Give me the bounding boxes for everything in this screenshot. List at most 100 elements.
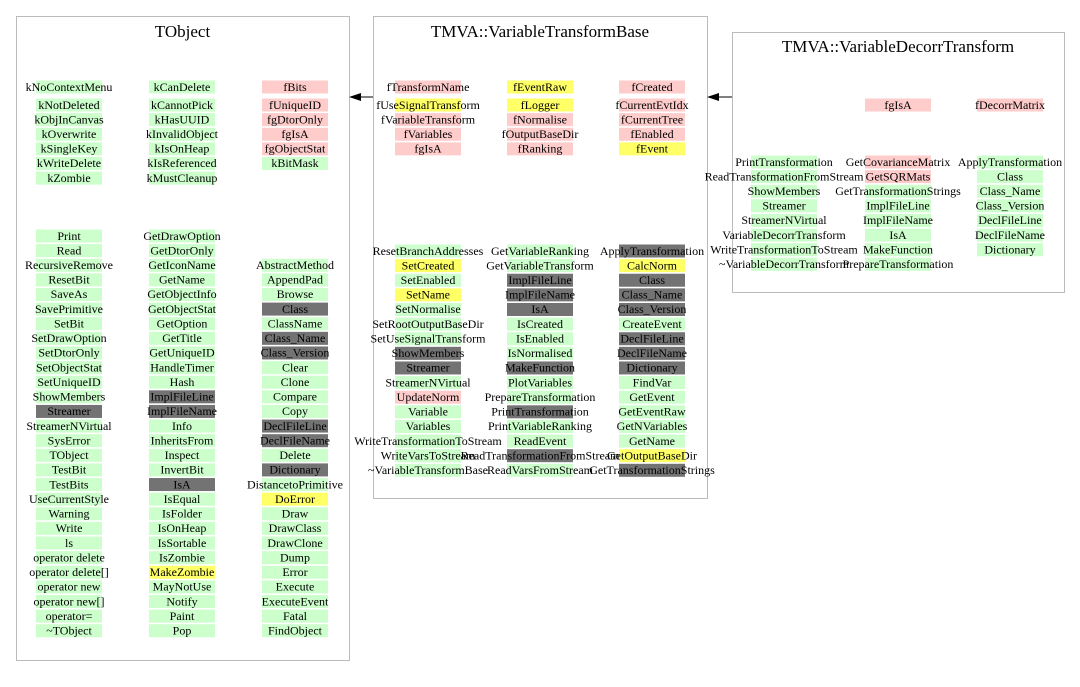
item-label: kMustCleanup (147, 171, 218, 185)
item-label: GetVariableTransform (486, 258, 594, 272)
class-node: TObject kNoContextMenu kNotDeletedkObjInCa… (16, 16, 350, 661)
item-label: Variable (408, 405, 448, 419)
item-label: GetNVariables (617, 419, 688, 433)
item-label: Paint (170, 609, 195, 623)
item-label: SavePrimitive (35, 302, 103, 316)
item-label: Dictionary (269, 463, 320, 477)
item-label: ResetBit (48, 273, 90, 287)
item-label: kObjInCanvas (34, 112, 104, 126)
item-label: Class_Version (976, 199, 1045, 213)
item-label: fRanking (518, 142, 563, 156)
highlight (36, 113, 102, 127)
class-node: TMVA::VariableTransformBasefTransformNam… (354, 16, 715, 499)
item-label: Class_Name (622, 288, 683, 302)
highlight (36, 521, 102, 535)
item-label: ImplFileName (147, 404, 217, 418)
highlight (395, 98, 461, 112)
item-label: GetDrawOption (143, 229, 220, 243)
highlight (36, 80, 102, 94)
item-label: DeclFileName (617, 346, 687, 360)
highlight (36, 317, 102, 331)
highlight (395, 419, 461, 433)
item-label: Compare (273, 390, 317, 404)
item-label: DeclFileLine (263, 419, 326, 433)
highlight (262, 624, 328, 638)
item-label: TObject (49, 448, 89, 462)
highlight (507, 288, 573, 302)
highlight (619, 332, 685, 346)
highlight (262, 434, 328, 448)
item-label: Class (282, 302, 308, 316)
item-label: kInvalidObject (146, 127, 219, 141)
item-label: fTransformName (387, 80, 470, 94)
item-label: GetSQRMats (866, 169, 931, 183)
highlight (619, 244, 685, 258)
highlight (865, 184, 931, 198)
item-label: TestBits (49, 477, 88, 491)
highlight (149, 229, 215, 243)
highlight (36, 507, 102, 521)
highlight (262, 113, 328, 127)
item-label: Streamer (762, 199, 805, 213)
highlight (395, 302, 461, 316)
highlight (507, 449, 573, 463)
item-label: fUseSignalTransform (376, 98, 480, 112)
highlight (395, 463, 461, 477)
highlight (36, 434, 102, 448)
item-label: Streamer (47, 404, 90, 418)
highlight (36, 302, 102, 316)
item-label: WriteVarsToStream (381, 448, 476, 462)
highlight (507, 98, 573, 112)
item-label: GetUniqueID (149, 346, 215, 360)
highlight (149, 507, 215, 521)
item-label: IsCreated (517, 317, 563, 331)
item-label: GetCovarianceMatrix (846, 155, 951, 169)
item-label: Copy (282, 404, 308, 418)
item-label: Write (56, 521, 83, 535)
highlight (751, 184, 817, 198)
item-label: PrintVariableRanking (488, 419, 592, 433)
highlight (395, 80, 461, 94)
item-label: fBits (283, 80, 307, 94)
item-label: fOutputBaseDir (502, 127, 579, 141)
highlight (262, 507, 328, 521)
item-label: kWriteDelete (37, 156, 101, 170)
highlight (36, 624, 102, 638)
highlight (149, 98, 215, 112)
highlight (865, 243, 931, 257)
item-label: ImplFileName (863, 213, 933, 227)
item-label: ReadTransformationFromStream (705, 169, 865, 183)
item-label: kOverwrite (42, 127, 97, 141)
highlight (507, 346, 573, 360)
item-label: ExecuteEvent (262, 594, 329, 608)
highlight (149, 448, 215, 462)
highlight (149, 521, 215, 535)
highlight (36, 492, 102, 506)
highlight (149, 478, 215, 492)
highlight (865, 98, 931, 112)
highlight (262, 521, 328, 535)
highlight (36, 127, 102, 141)
highlight (395, 434, 461, 448)
item-label: DoError (275, 492, 315, 506)
item-label: Print (57, 229, 81, 243)
highlight (751, 243, 817, 257)
highlight (619, 346, 685, 360)
item-label: SetDrawOption (31, 331, 106, 345)
highlight (149, 113, 215, 127)
highlight (149, 258, 215, 272)
item-label: fEventRaw (513, 80, 567, 94)
highlight (395, 273, 461, 287)
item-label: ImplFileLine (150, 390, 213, 404)
highlight (149, 551, 215, 565)
item-label: fgIsA (884, 98, 912, 112)
item-label: FindObject (268, 623, 323, 637)
item-label: DeclFileName (975, 228, 1045, 242)
highlight (619, 80, 685, 94)
highlight (149, 302, 215, 316)
item-label: PlotVariables (508, 375, 572, 389)
item-label: operator delete[] (29, 565, 109, 579)
item-label: Execute (276, 580, 315, 594)
item-label: GetOption (157, 316, 208, 330)
